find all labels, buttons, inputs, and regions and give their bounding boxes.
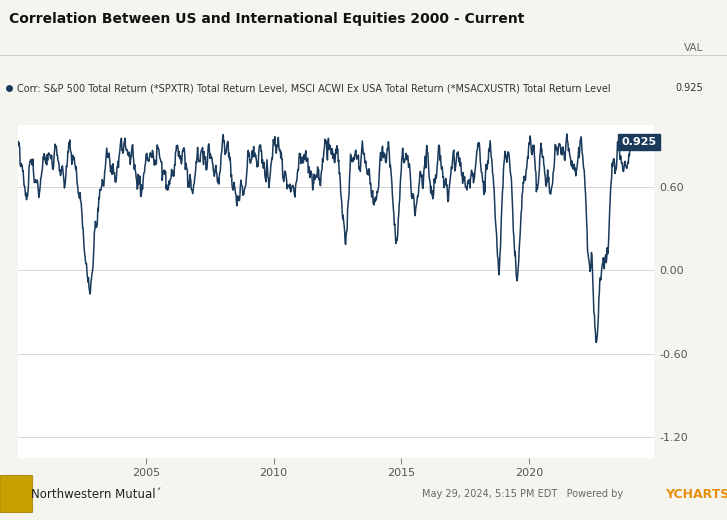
Text: 0.925: 0.925 — [622, 137, 656, 147]
Text: Northwestern Mutual´: Northwestern Mutual´ — [31, 488, 161, 500]
Text: May 29, 2024, 5:15 PM EDT   Powered by: May 29, 2024, 5:15 PM EDT Powered by — [422, 489, 626, 499]
Text: Corr: S&P 500 Total Return (*SPXTR) Total Return Level, MSCI ACWI Ex USA Total R: Corr: S&P 500 Total Return (*SPXTR) Tota… — [17, 83, 611, 93]
FancyBboxPatch shape — [0, 475, 33, 513]
Text: VAL: VAL — [683, 43, 703, 53]
Text: 0.925: 0.925 — [675, 83, 703, 93]
Text: Correlation Between US and International Equities 2000 - Current: Correlation Between US and International… — [9, 12, 525, 26]
Text: YCHARTS: YCHARTS — [665, 488, 727, 500]
